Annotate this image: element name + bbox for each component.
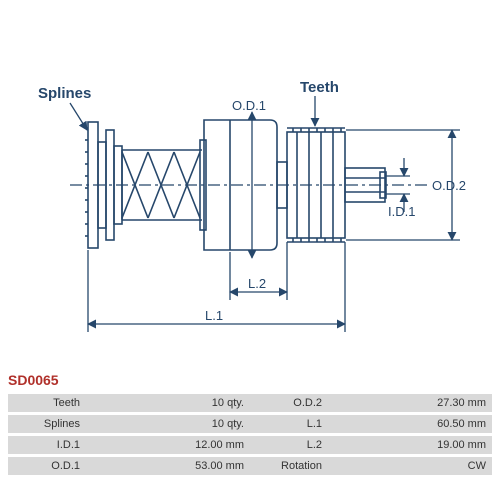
- spec-table: Teeth 10 qty. O.D.2 27.30 mm Splines 10 …: [8, 394, 492, 475]
- dim-l1: L.1: [205, 308, 223, 323]
- part-code: SD0065: [0, 370, 500, 394]
- dim-l2: L.2: [248, 276, 266, 291]
- splines-label: Splines: [38, 85, 91, 102]
- table-row: Teeth 10 qty. O.D.2 27.30 mm: [8, 394, 492, 414]
- teeth-label: Teeth: [300, 79, 339, 96]
- table-row: Splines 10 qty. L.1 60.50 mm: [8, 414, 492, 435]
- table-row: O.D.1 53.00 mm Rotation CW: [8, 456, 492, 476]
- technical-diagram: Splines Teeth O.D.1 I.D.1 O.D.2 L.2 L.1: [0, 0, 500, 370]
- dim-od1: O.D.1: [232, 98, 266, 113]
- dim-od2: O.D.2: [432, 178, 466, 193]
- table-row: I.D.1 12.00 mm L.2 19.00 mm: [8, 435, 492, 456]
- dim-id1: I.D.1: [388, 204, 415, 219]
